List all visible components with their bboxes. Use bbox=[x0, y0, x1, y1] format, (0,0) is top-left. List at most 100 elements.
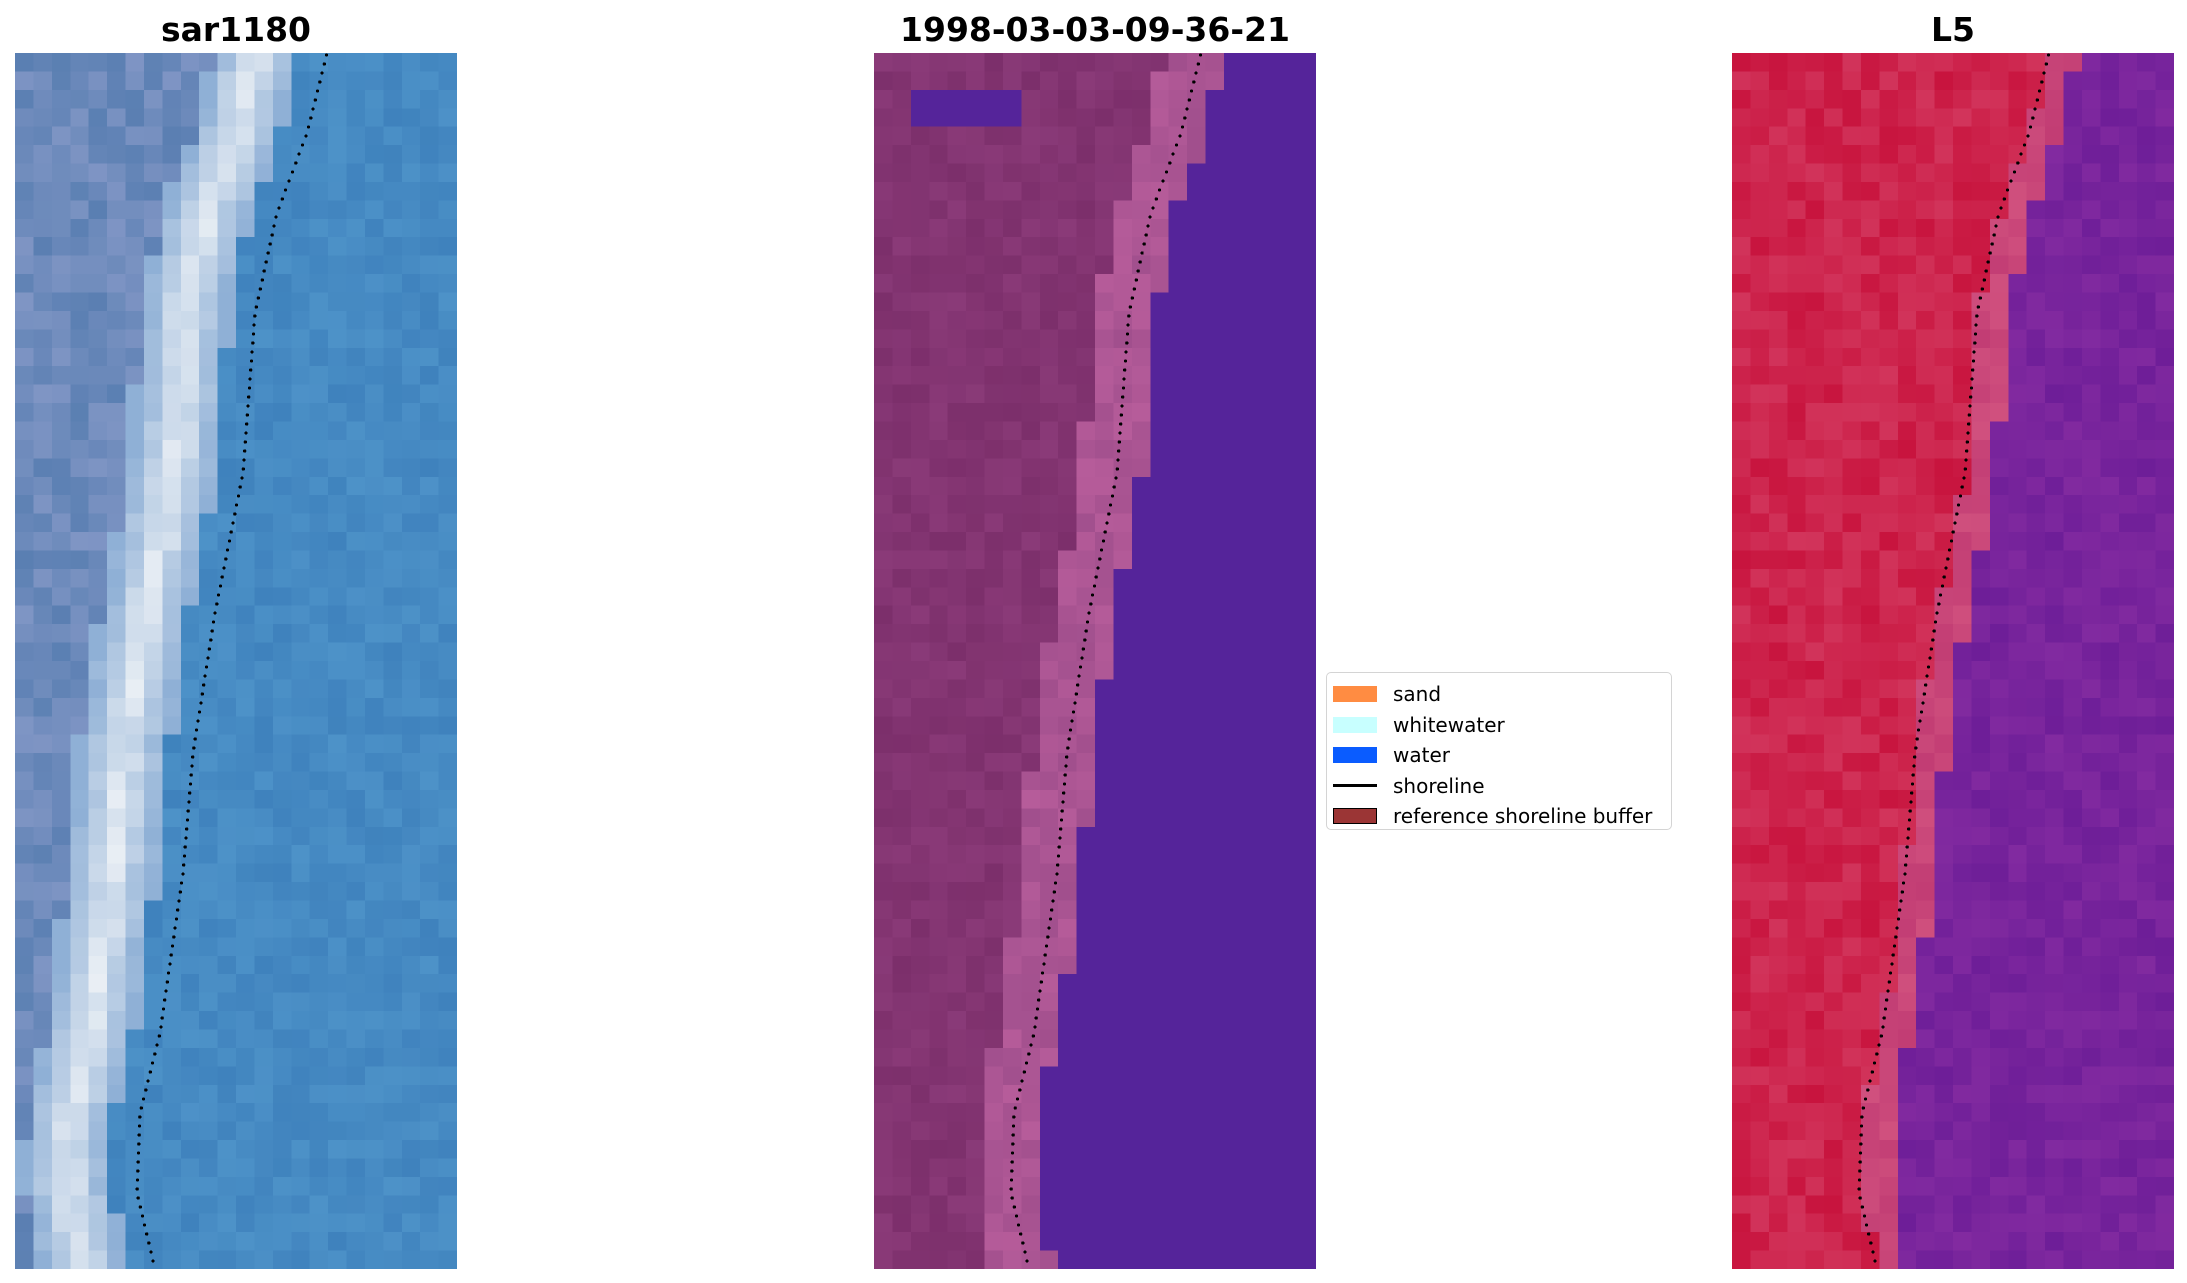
pixel bbox=[1989, 384, 2009, 404]
pixel bbox=[125, 292, 145, 312]
pixel bbox=[1223, 550, 1243, 570]
pixel bbox=[272, 753, 292, 773]
pixel bbox=[1187, 163, 1207, 183]
pixel bbox=[1989, 255, 2009, 275]
pixel bbox=[1787, 1103, 1807, 1123]
pixel bbox=[1750, 937, 1770, 957]
pixel bbox=[1279, 1011, 1299, 1031]
pixel bbox=[217, 274, 237, 294]
pixel bbox=[1260, 310, 1280, 330]
pixel bbox=[947, 1232, 967, 1252]
pixel bbox=[1879, 1140, 1899, 1160]
pixel bbox=[51, 1121, 71, 1141]
pixel bbox=[1187, 753, 1207, 773]
shoreline-dot bbox=[1010, 1151, 1015, 1155]
pixel bbox=[1953, 366, 1973, 386]
pixel bbox=[15, 863, 35, 883]
pixel bbox=[162, 274, 182, 294]
pixel bbox=[401, 200, 421, 220]
pixel bbox=[272, 329, 292, 349]
pixel bbox=[309, 808, 329, 828]
pixel bbox=[1113, 237, 1133, 257]
pixel bbox=[420, 992, 440, 1012]
pixel bbox=[364, 974, 384, 994]
pixel bbox=[910, 145, 930, 165]
pixel bbox=[1860, 734, 1880, 754]
pixel bbox=[2008, 329, 2028, 349]
pixel bbox=[15, 1103, 35, 1123]
pixel bbox=[291, 789, 311, 809]
pixel bbox=[1039, 495, 1059, 515]
pixel bbox=[33, 918, 53, 938]
pixel bbox=[2026, 753, 2046, 773]
pixel bbox=[874, 771, 894, 791]
pixel bbox=[1916, 845, 1936, 865]
pixel bbox=[2081, 1029, 2101, 1049]
pixel bbox=[88, 476, 108, 496]
pixel bbox=[2045, 71, 2065, 91]
pixel bbox=[364, 624, 384, 644]
shoreline-dot bbox=[148, 1070, 152, 1074]
pixel bbox=[254, 1158, 274, 1178]
pixel bbox=[966, 163, 986, 183]
pixel bbox=[1787, 882, 1807, 902]
pixel bbox=[438, 697, 457, 717]
pixel bbox=[1953, 218, 1973, 238]
pixel bbox=[910, 384, 930, 404]
pixel bbox=[2063, 863, 2083, 883]
pixel bbox=[1205, 292, 1225, 312]
pixel bbox=[2118, 642, 2138, 662]
pixel bbox=[438, 661, 457, 681]
pixel bbox=[383, 900, 403, 920]
pixel bbox=[383, 89, 403, 109]
pixel bbox=[438, 771, 457, 791]
pixel bbox=[1260, 274, 1280, 294]
pixel bbox=[1058, 384, 1078, 404]
pixel bbox=[51, 1195, 71, 1215]
pixel bbox=[2063, 642, 2083, 662]
pixel bbox=[51, 974, 71, 994]
pixel bbox=[910, 550, 930, 570]
pixel bbox=[1279, 126, 1299, 146]
pixel bbox=[2081, 255, 2101, 275]
pixel bbox=[1860, 329, 1880, 349]
pixel bbox=[180, 734, 200, 754]
pixel bbox=[1095, 439, 1115, 459]
pixel bbox=[984, 642, 1004, 662]
pixel bbox=[1076, 1250, 1096, 1269]
pixel bbox=[1168, 71, 1188, 91]
pixel bbox=[1076, 1195, 1096, 1215]
pixel bbox=[420, 292, 440, 312]
pixel bbox=[2045, 1195, 2065, 1215]
pixel bbox=[1002, 310, 1022, 330]
pixel bbox=[2045, 384, 2065, 404]
pixel bbox=[107, 1084, 127, 1104]
pixel bbox=[420, 476, 440, 496]
pixel bbox=[88, 421, 108, 441]
pixel bbox=[1279, 568, 1299, 588]
pixel bbox=[1131, 145, 1151, 165]
pixel bbox=[1058, 863, 1078, 883]
pixel bbox=[272, 642, 292, 662]
pixel bbox=[2008, 900, 2028, 920]
pixel bbox=[70, 661, 90, 681]
pixel bbox=[1750, 955, 1770, 975]
pixel bbox=[1971, 624, 1991, 644]
pixel bbox=[272, 218, 292, 238]
pixel bbox=[1279, 108, 1299, 128]
pixel bbox=[2118, 439, 2138, 459]
shoreline-dot bbox=[215, 602, 219, 606]
pixel bbox=[364, 347, 384, 367]
pixel bbox=[1242, 808, 1262, 828]
pixel bbox=[910, 568, 930, 588]
pixel bbox=[1805, 274, 1825, 294]
pixel bbox=[947, 237, 967, 257]
pixel bbox=[180, 789, 200, 809]
pixel bbox=[1260, 863, 1280, 883]
pixel bbox=[1750, 108, 1770, 128]
pixel bbox=[2100, 587, 2120, 607]
pixel bbox=[2155, 347, 2174, 367]
pixel bbox=[199, 753, 219, 773]
pixel bbox=[929, 955, 949, 975]
pixel bbox=[272, 863, 292, 883]
